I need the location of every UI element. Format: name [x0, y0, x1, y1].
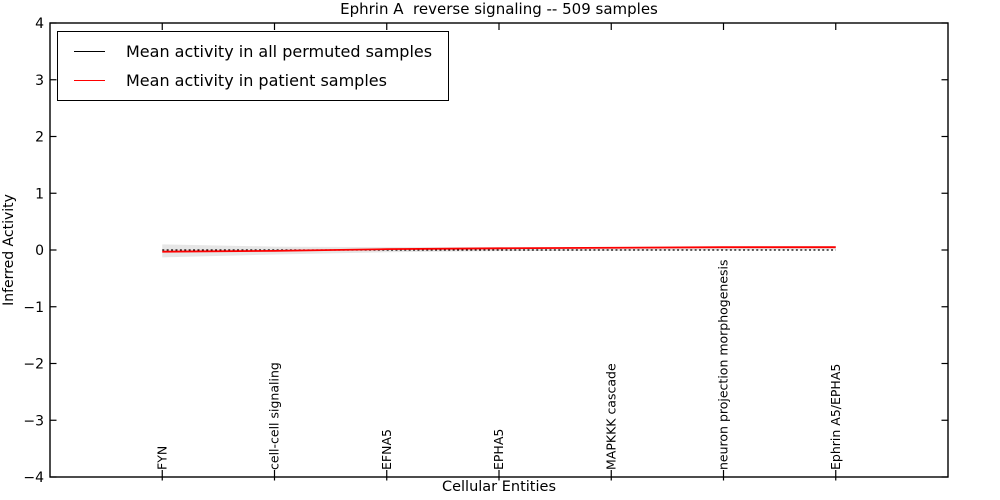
- x-tick-label: neuron projection morphogenesis: [716, 259, 731, 470]
- y-tick-label: 0: [35, 243, 44, 259]
- legend-item-patient: Mean activity in patient samples: [64, 66, 442, 95]
- y-tick-label: −1: [23, 300, 44, 316]
- x-tick-label: cell-cell signaling: [267, 362, 282, 470]
- x-tick-label: EPHA5: [491, 429, 506, 470]
- patient-line-sample-icon: [74, 80, 105, 81]
- legend: Mean activity in all permuted samples Me…: [57, 31, 449, 101]
- chart-title: Ephrin A reverse signaling -- 509 sample…: [340, 0, 658, 18]
- series-line-1: [162, 246, 836, 253]
- permuted-line-sample-icon: [74, 51, 105, 52]
- y-tick-label: 1: [35, 186, 44, 202]
- x-tick-label: EFNA5: [379, 429, 394, 470]
- y-tick-label: −3: [23, 413, 44, 429]
- y-tick-label: −4: [23, 470, 44, 486]
- y-tick-label: 4: [35, 16, 44, 32]
- y-tick-label: −2: [23, 357, 44, 373]
- legend-item-permuted: Mean activity in all permuted samples: [64, 37, 442, 66]
- y-tick-label: 3: [35, 73, 44, 89]
- x-tick-label: Ephrin A5/EPHA5: [828, 364, 843, 470]
- legend-label-permuted: Mean activity in all permuted samples: [126, 41, 433, 61]
- legend-label-patient: Mean activity in patient samples: [126, 70, 387, 90]
- x-axis-label: Cellular Entities: [441, 479, 557, 495]
- y-axis-label: Inferred Activity: [1, 194, 17, 306]
- x-tick-label: MAPKKK cascade: [603, 363, 618, 470]
- axes-frame: [49, 22, 949, 478]
- x-tick-label: FYN: [154, 446, 169, 470]
- y-tick-label: 2: [35, 130, 44, 146]
